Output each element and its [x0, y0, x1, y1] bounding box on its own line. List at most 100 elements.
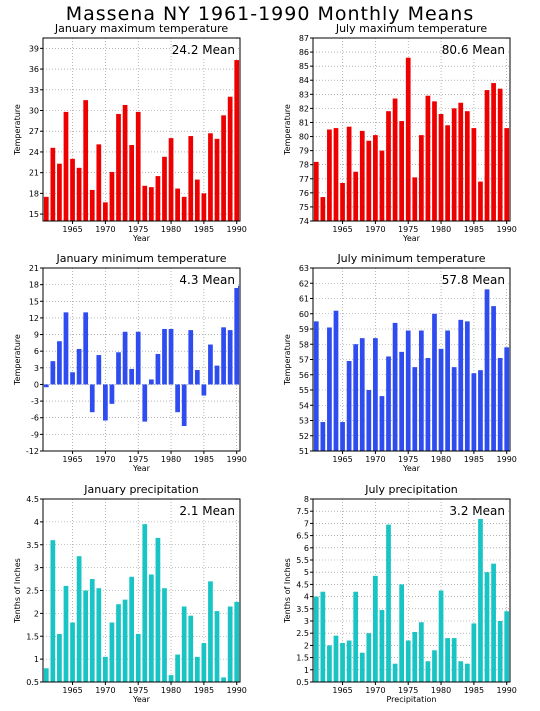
y-tick-label: 6: [304, 544, 309, 553]
bar-1967: [353, 591, 359, 682]
x-tick-label: 1965: [332, 225, 352, 234]
bar-1988: [491, 563, 496, 682]
bar-1982: [181, 606, 187, 682]
bar-1987: [214, 611, 220, 682]
y-tick-label: 56: [299, 371, 309, 380]
y-tick-label: 4: [34, 518, 39, 527]
y-tick-label: 62: [299, 279, 309, 288]
y-tick-label: 4.5: [26, 495, 39, 504]
y-tick-label: 30: [29, 107, 39, 116]
bar-1984: [464, 321, 470, 451]
y-tick-label: 82: [299, 104, 309, 113]
bar-1975: [405, 640, 411, 682]
bar-1962: [50, 147, 56, 221]
bar-1989: [497, 621, 503, 682]
y-tick-label: 8: [304, 495, 309, 504]
y-tick-label: 7: [304, 519, 309, 528]
x-tick-label: 1965: [332, 455, 352, 464]
bar-1972: [116, 352, 121, 385]
bar-1974: [129, 576, 135, 682]
y-tick-label: 51: [299, 447, 309, 456]
y-tick-label: 12: [29, 314, 39, 323]
y-tick-label: 15: [29, 297, 39, 306]
y-tick-label: 76: [299, 189, 309, 198]
bar-1965: [340, 422, 345, 451]
x-tick-label: 1970: [95, 225, 115, 234]
bar-1975: [135, 331, 141, 385]
bar-1990: [504, 347, 510, 451]
bar-1968: [359, 130, 365, 221]
bar-1980: [168, 138, 174, 221]
bar-1980: [168, 675, 174, 682]
bar-1983: [188, 330, 194, 385]
x-tick-label: 1975: [398, 225, 418, 234]
bar-1983: [188, 136, 194, 221]
bar-1987: [214, 138, 220, 221]
y-tick-label: 79: [299, 147, 309, 156]
y-tick-label: 55: [299, 386, 309, 395]
y-tick-label: 75: [299, 203, 309, 212]
x-tick-label: 1970: [95, 686, 115, 695]
y-tick-label: 77: [299, 175, 309, 184]
bar-1961: [43, 196, 49, 221]
bar-1969: [366, 633, 372, 682]
y-tick-label: 9: [34, 331, 39, 340]
bar-1982: [451, 108, 457, 221]
bar-1969: [96, 355, 102, 385]
y-tick-label: 2.5: [26, 587, 39, 596]
bar-1989: [497, 357, 503, 451]
y-tick-label: 3: [34, 564, 39, 573]
x-axis-label: Year: [132, 464, 151, 473]
bar-1976: [142, 524, 148, 682]
mean-annotation-bg: [444, 271, 508, 288]
chart-title: July precipitation: [364, 483, 458, 496]
y-tick-label: 84: [299, 76, 309, 85]
bar-1973: [122, 599, 128, 682]
bar-1977: [148, 187, 154, 221]
bar-1971: [379, 396, 385, 451]
y-tick-label: 18: [29, 281, 39, 290]
chart-title: July maximum temperature: [335, 22, 488, 35]
bar-1966: [346, 640, 352, 682]
x-tick-label: 1985: [464, 455, 484, 464]
bar-1974: [399, 121, 405, 221]
bar-1965: [340, 642, 345, 682]
chart-title: January precipitation: [83, 483, 199, 496]
x-tick-label: 1980: [161, 455, 181, 464]
bar-1978: [155, 353, 161, 385]
grid: [313, 498, 510, 683]
bar-1969: [366, 390, 372, 451]
bar-1987: [484, 90, 490, 221]
mean-annotation: 57.8 Mean: [442, 273, 505, 287]
bar-1963: [57, 633, 62, 682]
x-tick-label: 1975: [128, 225, 148, 234]
y-tick-label: 58: [299, 340, 309, 349]
x-tick-label: 1980: [161, 686, 181, 695]
plot-area: [43, 38, 240, 221]
y-tick-label: 18: [29, 189, 39, 198]
bar-1985: [201, 643, 207, 682]
y-tick-label: 80: [299, 133, 309, 142]
mean-annotation: 80.6 Mean: [442, 43, 505, 57]
y-tick-label: 3: [304, 617, 309, 626]
y-tick-label: 36: [29, 65, 39, 74]
y-tick-label: 0: [34, 380, 39, 389]
x-tick-label: 1985: [194, 686, 214, 695]
bar-1976: [412, 367, 418, 451]
bar-1979: [162, 156, 167, 221]
x-tick-label: 1970: [365, 686, 385, 695]
bar-1967: [83, 100, 89, 221]
bar-1977: [148, 379, 154, 385]
bar-1988: [491, 306, 496, 451]
bar-1965: [70, 372, 75, 385]
y-tick-label: 0.5: [26, 678, 39, 687]
bar-1963: [327, 129, 332, 221]
bar-1972: [116, 113, 121, 221]
bar-1985: [471, 623, 477, 682]
grid: [313, 267, 510, 452]
bar-1970: [373, 338, 378, 451]
bar-1975: [135, 633, 141, 682]
bar-1976: [142, 384, 148, 422]
x-tick-label: 1980: [161, 225, 181, 234]
y-tick-label: 15: [29, 210, 39, 219]
